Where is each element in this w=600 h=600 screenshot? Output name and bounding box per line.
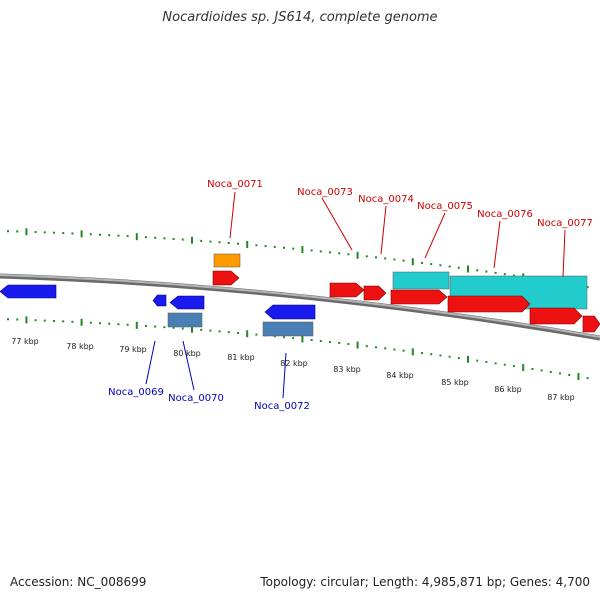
scale-label: 80 kbp bbox=[173, 349, 201, 358]
forward-gene-label: Noca_0077 bbox=[537, 218, 593, 229]
forward-gene-feature bbox=[447, 295, 531, 313]
forward-gene-feature bbox=[329, 282, 365, 298]
topology-text: Topology: circular; Length: 4,985,871 bp… bbox=[260, 575, 590, 589]
reverse-leader-line bbox=[145, 340, 156, 385]
forward-rna-feature bbox=[213, 253, 241, 268]
reverse-gene-feature bbox=[169, 295, 205, 310]
scale-label: 87 kbp bbox=[547, 393, 575, 402]
scale-label: 81 kbp bbox=[227, 353, 255, 362]
genome-title: Nocardioides sp. JS614, complete genome bbox=[162, 10, 438, 25]
forward-gene-feature bbox=[390, 289, 448, 305]
forward-leader-line bbox=[424, 212, 446, 259]
forward-leader-line bbox=[380, 205, 387, 255]
forward-gene-label: Noca_0073 bbox=[297, 187, 353, 198]
scale-label: 83 kbp bbox=[333, 365, 361, 374]
reverse-gene-label: Noca_0069 bbox=[108, 387, 164, 398]
genome-backbone bbox=[0, 273, 600, 341]
scale-label: 82 kbp bbox=[280, 359, 308, 368]
forward-gene-feature bbox=[212, 270, 240, 286]
backbone-highlight bbox=[0, 274, 600, 338]
forward-gene-label: Noca_0074 bbox=[358, 194, 414, 205]
scale-label: 78 kbp bbox=[66, 342, 94, 351]
forward-leader-line bbox=[229, 191, 236, 239]
scale-label: 85 kbp bbox=[441, 378, 469, 387]
forward-gene-label: Noca_0071 bbox=[207, 179, 263, 190]
reverse-cds-feature bbox=[262, 321, 314, 337]
scale-label: 84 kbp bbox=[386, 371, 414, 380]
forward-leader-line bbox=[493, 220, 501, 269]
reverse-gene-feature bbox=[152, 294, 167, 307]
reverse-leader-line bbox=[282, 352, 287, 399]
reverse-cds-feature bbox=[167, 312, 203, 328]
backbone-outline bbox=[0, 273, 600, 341]
forward-gene-label: Noca_0076 bbox=[477, 209, 533, 220]
reverse-gene-label: Noca_0072 bbox=[254, 401, 310, 412]
reverse-gene-feature bbox=[264, 304, 316, 320]
scale-label: 79 kbp bbox=[119, 345, 147, 354]
forward-gene-feature bbox=[529, 307, 583, 325]
forward-cds-feature bbox=[392, 271, 450, 290]
forward-gene-label: Noca_0075 bbox=[417, 201, 473, 212]
forward-leader-line bbox=[321, 197, 353, 251]
scale-labels: 77 kbp 78 kbp 79 kbp 80 kbp 81 kbp 82 kbp 83 k… bbox=[11, 337, 575, 402]
accession-text: Accession: NC_008699 bbox=[10, 575, 147, 589]
reverse-gene-feature bbox=[0, 284, 57, 299]
reverse-leader-line bbox=[182, 340, 195, 391]
forward-gene-feature bbox=[363, 285, 387, 301]
scale-label: 77 kbp bbox=[11, 337, 39, 346]
forward-gene-feature bbox=[582, 315, 600, 333]
scale-label: 86 kbp bbox=[494, 385, 522, 394]
forward-leader-line bbox=[562, 229, 566, 278]
gene-features bbox=[0, 253, 600, 337]
reverse-gene-label: Noca_0070 bbox=[168, 393, 224, 404]
